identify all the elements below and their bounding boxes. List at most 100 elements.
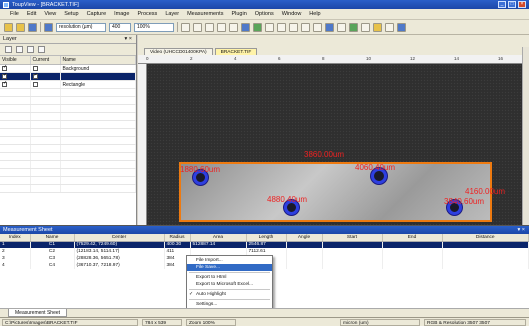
open-folder-icon[interactable]	[16, 22, 25, 32]
tab-video[interactable]: Video (UHCCD01400KPA)	[144, 48, 213, 55]
cell-radius: 400.30	[164, 241, 191, 248]
arrow-icon[interactable]	[181, 22, 190, 32]
vertical-scrollbar[interactable]	[522, 47, 529, 225]
menu-item-auto-highlight[interactable]: ✓ Auto Highlight	[187, 291, 272, 298]
current-checkbox[interactable]	[32, 72, 38, 79]
current-checkbox[interactable]	[32, 81, 38, 87]
tab-measurement-sheet[interactable]: Measurement Sheet	[8, 309, 68, 317]
color-icon[interactable]	[349, 22, 358, 32]
cell-distance	[442, 241, 529, 248]
line-icon[interactable]	[253, 22, 262, 32]
menu-plugin[interactable]: Plugin	[231, 11, 247, 17]
menu-item-export-html[interactable]: Export to Html	[196, 275, 227, 280]
zoom-out-icon[interactable]	[217, 22, 226, 32]
text-icon[interactable]	[277, 22, 286, 32]
zoom-a-select[interactable]: 400	[109, 22, 131, 32]
delete-layer-icon[interactable]	[16, 46, 23, 53]
new-file-icon[interactable]	[4, 22, 13, 32]
current-checkbox[interactable]	[32, 65, 38, 71]
menu-item-file-save[interactable]: File Save...	[187, 264, 272, 271]
menu-image[interactable]: Image	[114, 11, 130, 17]
layer-properties-icon[interactable]	[38, 46, 45, 53]
menu-help[interactable]: Help	[309, 11, 321, 17]
cell-start	[322, 248, 383, 255]
zoom-in-icon[interactable]	[205, 22, 214, 32]
add-layer-icon[interactable]	[5, 46, 12, 53]
menu-capture[interactable]: Capture	[86, 11, 107, 17]
layer-row[interactable]: Rectangle	[0, 80, 136, 89]
polygon-icon[interactable]	[325, 22, 334, 32]
close-icon[interactable]: ▾ ×	[124, 36, 132, 42]
resolution-select[interactable]: resolution (µm)	[56, 22, 106, 32]
circle-icon[interactable]	[301, 22, 310, 32]
col-end[interactable]: End	[382, 234, 443, 242]
table-row[interactable]: 1 C1 (7529.42, 7249.60) 400.30 512887.14…	[0, 241, 529, 248]
bracket-specimen-rectangle[interactable]	[179, 162, 492, 222]
measure-circle-c2[interactable]	[284, 200, 299, 215]
minimize-button[interactable]: _	[498, 1, 506, 8]
cell-name: C3	[30, 255, 75, 262]
menu-measurements[interactable]: Measurements	[187, 11, 224, 17]
measure-circle-c4[interactable]	[447, 200, 462, 215]
menu-layer[interactable]: Layer	[165, 11, 180, 17]
toolbar-divider	[40, 22, 41, 32]
col-radius[interactable]: Radius	[164, 234, 191, 242]
menu-item-file-import[interactable]: File Import...	[196, 258, 223, 263]
close-icon[interactable]: ▾ ×	[517, 227, 525, 233]
menu-options[interactable]: Options	[254, 11, 274, 17]
star-icon[interactable]	[373, 22, 382, 32]
col-name[interactable]: Name	[30, 234, 75, 242]
menu-item-export-excel[interactable]: Export to Microsoft Excel...	[196, 282, 254, 287]
col-distance[interactable]: Distance	[442, 234, 529, 242]
angle-icon[interactable]	[265, 22, 274, 32]
menu-file[interactable]: File	[10, 11, 19, 17]
col-name[interactable]: Name	[60, 56, 136, 65]
col-length[interactable]: Length	[246, 234, 287, 242]
empty-row	[0, 128, 136, 137]
title-bar: ToupView - [BRACKET.TIF] _ □ ×	[0, 0, 529, 9]
col-start[interactable]: Start	[322, 234, 383, 242]
menu-edit[interactable]: Edit	[26, 11, 37, 17]
camera-icon[interactable]	[44, 22, 53, 32]
maximize-button[interactable]: □	[508, 1, 516, 8]
zoom-select[interactable]: 100%	[134, 22, 174, 32]
ellipse-icon[interactable]	[313, 22, 322, 32]
layer-row[interactable]: Background	[0, 64, 136, 73]
layer-row[interactable]	[0, 72, 136, 81]
settings-icon[interactable]	[361, 22, 370, 32]
table-row[interactable]: 2 C2 (12183.14, 5114.17) 411 7112.61	[0, 248, 529, 255]
menu-view[interactable]: View	[44, 11, 57, 17]
merge-layer-icon[interactable]	[27, 46, 34, 53]
tab-bracket[interactable]: BRACKET.TIF	[214, 48, 258, 55]
rectangle-icon[interactable]	[289, 22, 298, 32]
fit-icon[interactable]	[229, 22, 238, 32]
toolbar: resolution (µm) 400 100%	[0, 20, 529, 35]
close-button[interactable]: ×	[518, 1, 526, 8]
col-current[interactable]: Current	[30, 56, 61, 65]
cell-center: (28828.36, 5651.78)	[74, 255, 165, 262]
col-center[interactable]: Center	[74, 234, 165, 242]
measurement-label: 4060.40um	[355, 163, 396, 172]
col-area[interactable]: Area	[190, 234, 247, 242]
cell-distance	[442, 255, 529, 262]
curve-icon[interactable]	[337, 22, 346, 32]
help-icon[interactable]	[397, 22, 406, 32]
measure-circle-c3[interactable]	[371, 168, 387, 184]
ruler-tick: 0	[146, 56, 149, 61]
measurement-label: 3860.00um	[304, 150, 345, 159]
hand-icon[interactable]	[193, 22, 202, 32]
col-visible[interactable]: Visible	[0, 56, 31, 65]
save-icon[interactable]	[28, 22, 37, 32]
menu-setup[interactable]: Setup	[64, 11, 79, 17]
measure-icon[interactable]	[241, 22, 250, 32]
menu-process[interactable]: Process	[137, 11, 158, 17]
visible-checkbox[interactable]	[2, 80, 7, 87]
menu-window[interactable]: Window	[281, 11, 302, 17]
visible-checkbox[interactable]	[2, 72, 7, 79]
grid-icon[interactable]	[385, 22, 394, 32]
visible-checkbox[interactable]	[2, 64, 7, 71]
col-index[interactable]: Index	[0, 234, 31, 242]
measure-circle-c1[interactable]	[193, 170, 208, 185]
col-angle[interactable]: Angle	[286, 234, 323, 242]
menu-item-settings[interactable]: Settings...	[196, 302, 218, 307]
